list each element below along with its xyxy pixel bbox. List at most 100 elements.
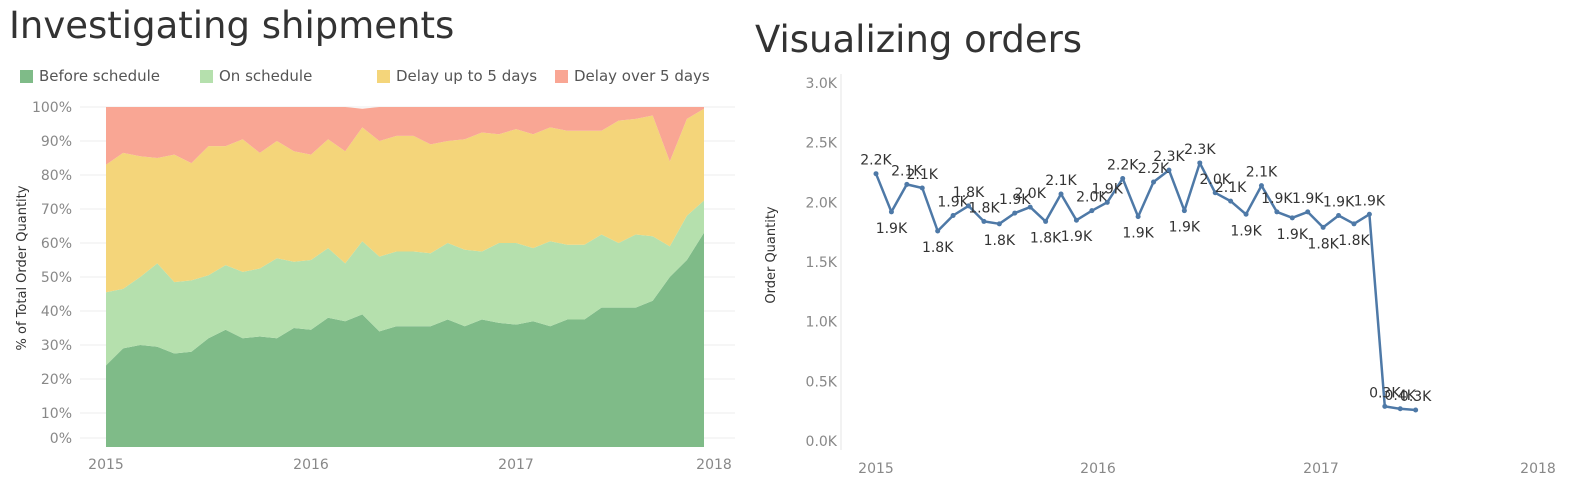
data-label: 1.8K [953,185,985,201]
data-point [1166,167,1172,173]
legend-swatch [20,69,33,83]
data-label: 1.8K [1307,236,1339,252]
legend-label: Before schedule [39,67,161,85]
data-label: 2.1K [1215,180,1247,196]
legend-label: Delay over 5 days [574,67,710,85]
data-label: 1.9K [1092,181,1124,197]
legend-item-delay-over-5-days[interactable]: Delay over 5 days [555,67,710,85]
data-label: 2.3K [1153,149,1185,165]
legend-swatch [555,69,568,83]
data-point [935,228,941,234]
data-point [1073,217,1079,223]
y-tick-label: 0% [50,431,72,447]
x-tick-label: 2015 [88,457,124,473]
data-point [1366,211,1372,217]
y-tick-label: 50% [41,270,72,286]
y-axis-label: % of Total Order Quantity [15,185,30,350]
legend-item-before-schedule[interactable]: Before schedule [20,67,160,85]
legend-swatch [377,69,390,83]
data-point [873,171,879,177]
data-label: 1.9K [937,194,969,210]
data-label: 1.9K [1169,220,1201,236]
data-point [1089,208,1095,214]
right-chart-title: Visualizing orders [755,18,1083,61]
data-label: 2.0K [1076,190,1108,206]
data-point [1413,407,1419,413]
y-tick-label: 2.0K [806,195,838,211]
y-tick-label: 100% [32,100,72,116]
data-point [1012,210,1018,216]
area-series-before-schedule [106,232,704,447]
area-series-delay-up-to-5-days [106,108,704,293]
data-point [981,218,987,224]
data-point [1397,406,1403,412]
area-series-delay-over-5-days [106,107,704,165]
y-tick-label: 20% [41,372,72,388]
data-point [1151,179,1157,185]
data-label: 1.9K [1261,191,1293,207]
data-label: 1.8K [1030,230,1062,246]
x-tick-label: 2016 [293,457,329,473]
y-tick-label: 2.5K [806,136,838,152]
y-tick-label: 1.0K [806,315,838,331]
y-tick-label: 70% [41,202,72,218]
y-tick-label: 1.5K [806,255,838,271]
data-point [1274,209,1280,215]
y-tick-label: 0.5K [806,374,838,390]
data-point [1228,198,1234,204]
data-label: 2.1K [1246,165,1278,181]
data-point [1058,191,1064,197]
data-point [1120,175,1126,181]
data-point [904,181,910,187]
data-label: 1.9K [1292,191,1324,207]
legend: Before schedule On schedule Delay up to … [20,67,740,91]
y-tick-label: 3.0K [806,76,838,92]
area-series-on-schedule [106,200,704,366]
data-point [1212,190,1218,196]
data-label: 1.8K [984,233,1016,249]
data-label: 2.1K [907,167,939,183]
data-label: 1.9K [1061,229,1093,245]
data-point [1243,211,1249,217]
data-label: 2.2K [1107,157,1139,173]
x-tick-label: 2018 [696,457,732,473]
data-label: 1.8K [1338,233,1370,249]
data-label: 2.3K [1184,142,1216,158]
data-label: 0.3K [1400,389,1432,405]
data-point [1320,224,1326,230]
data-point [1135,214,1141,220]
x-tick-label: 2018 [1520,461,1556,477]
data-point [1351,221,1357,227]
data-label: 1.8K [968,200,1000,216]
x-tick-label: 2015 [858,461,894,477]
data-label: 2.2K [1138,161,1170,177]
shipments-area-chart: 0% 10% 20% 30% 40% 50% 60% 70% 80% 90% 100% 2015 201… [15,100,735,473]
data-label: 1.9K [1277,227,1309,243]
legend-item-on-schedule[interactable]: On schedule [200,67,312,85]
legend-label: Delay up to 5 days [396,67,538,85]
y-tick-label: 80% [41,168,72,184]
data-point [1336,212,1342,218]
data-point [919,185,925,191]
data-point [1305,209,1311,215]
y-tick-label: 40% [41,304,72,320]
data-point [1258,183,1264,189]
data-label: 1.9K [876,221,908,237]
data-label: 2.1K [891,163,923,179]
data-label: 1.9K [1230,223,1262,239]
data-label: 1.8K [922,240,954,256]
data-label: 2.1K [1045,173,1077,189]
legend-swatch [200,69,213,83]
y-tick-label: 0.0K [806,434,838,450]
legend-item-delay-up-to-5-days[interactable]: Delay up to 5 days [377,67,537,85]
data-label: 2.0K [1014,186,1046,202]
data-label: 0.3K [1369,385,1401,401]
data-label: 2.2K [860,153,892,169]
data-point [1027,204,1033,210]
y-axis-label: Order Quantity [764,206,779,304]
order-quantity-line [874,161,1416,412]
data-point [1382,403,1388,409]
data-label: 1.9K [999,192,1031,208]
data-point [1289,215,1295,221]
